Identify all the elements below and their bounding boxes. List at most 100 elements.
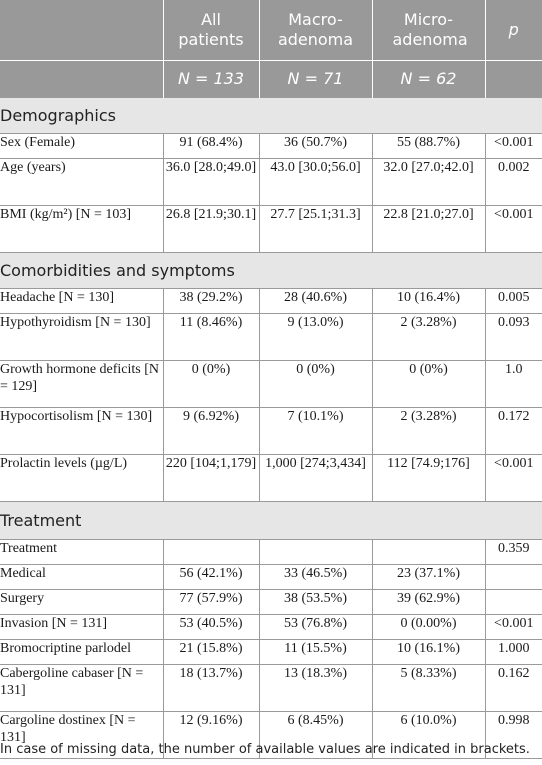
cell-p-value: 1.000 xyxy=(484,638,542,665)
table-row: Age (years) 36.0 [28.0;49.0] 43.0 [30.0;56… xyxy=(0,157,542,206)
row-label: Invasion [N = 131] xyxy=(0,613,164,640)
cell-macro-adenoma: 1,000 [274;3,434] xyxy=(258,453,373,502)
table-row: Invasion [N = 131] 53 (40.5%) 53 (76.8%) 0 … xyxy=(0,613,542,640)
cell-micro-adenoma: 0 (0%) xyxy=(371,359,486,408)
cell-p-value: 0.172 xyxy=(484,406,542,455)
row-label: Medical xyxy=(0,563,164,590)
count-p-value xyxy=(485,59,542,97)
cell-macro-adenoma: 53 (76.8%) xyxy=(258,613,373,640)
cell-all-patients: 53 (40.5%) xyxy=(162,613,260,640)
cell-micro-adenoma: 2 (3.28%) xyxy=(371,406,486,455)
cell-p-value: <0.001 xyxy=(484,453,542,502)
count-header-label xyxy=(0,59,164,97)
table-row: Cabergoline cabaser [N = 131] 18 (13.7%) 1… xyxy=(0,663,542,712)
column-header-all-patients: All patients xyxy=(163,0,260,60)
row-label: Surgery xyxy=(0,588,164,615)
cell-micro-adenoma: 5 (8.33%) xyxy=(371,663,486,712)
cell-p-value: 1.0 xyxy=(484,359,542,408)
section-title: Treatment xyxy=(0,500,542,540)
cell-macro-adenoma: 28 (40.6%) xyxy=(258,287,373,314)
section-title: Comorbidities and symptoms xyxy=(0,251,542,289)
cell-all-patients: 36.0 [28.0;49.0] xyxy=(162,157,260,206)
cell-micro-adenoma: 55 (88.7%) xyxy=(371,132,486,159)
cell-all-patients: 21 (15.8%) xyxy=(162,638,260,665)
cell-p-value: <0.001 xyxy=(484,132,542,159)
cell-micro-adenoma: 10 (16.1%) xyxy=(371,638,486,665)
section-title: Demographics xyxy=(0,96,542,134)
cell-macro-adenoma: 13 (18.3%) xyxy=(258,663,373,712)
cell-all-patients: 220 [104;1,179] xyxy=(162,453,260,502)
table-row: Hypothyroidism [N = 130] 11 (8.46%) 9 (13.… xyxy=(0,312,542,361)
cell-all-patients: 12 (9.16%) xyxy=(162,710,260,759)
table-row: BMI (kg/m²) [N = 103] 26.8 [21.9;30.1] 27.… xyxy=(0,204,542,253)
row-label: Growth hormone deficits [N = 129] xyxy=(0,359,164,408)
cell-p-value xyxy=(484,588,542,615)
cell-micro-adenoma: 23 (37.1%) xyxy=(371,563,486,590)
cell-micro-adenoma: 39 (62.9%) xyxy=(371,588,486,615)
count-micro-adenoma: N = 62 xyxy=(372,59,486,97)
row-label: Age (years) xyxy=(0,157,164,206)
row-label: Treatment xyxy=(0,538,164,565)
row-label: Prolactin levels (µg/L) xyxy=(0,453,164,502)
cell-all-patients: 9 (6.92%) xyxy=(162,406,260,455)
cell-p-value: 0.162 xyxy=(484,663,542,712)
cell-macro-adenoma: 9 (13.0%) xyxy=(258,312,373,361)
cell-p-value: 0.359 xyxy=(484,538,542,565)
cell-micro-adenoma: 6 (10.0%) xyxy=(371,710,486,759)
table-row: Headache [N = 130] 38 (29.2%) 28 (40.6%) 10… xyxy=(0,287,542,314)
cell-macro-adenoma: 27.7 [25.1;31.3] xyxy=(258,204,373,253)
cell-all-patients: 77 (57.9%) xyxy=(162,588,260,615)
cell-macro-adenoma: 38 (53.5%) xyxy=(258,588,373,615)
cell-micro-adenoma: 0 (0.00%) xyxy=(371,613,486,640)
cell-p-value: 0.005 xyxy=(484,287,542,314)
row-label: Hypocortisolism [N = 130] xyxy=(0,406,164,455)
cell-all-patients: 0 (0%) xyxy=(162,359,260,408)
table-body: Demographics Sex (Female) 91 (68.4%) 36 (50… xyxy=(0,96,542,759)
cell-macro-adenoma xyxy=(258,538,373,565)
cell-macro-adenoma: 11 (15.5%) xyxy=(258,638,373,665)
section-header-row: Comorbidities and symptoms xyxy=(0,251,542,289)
column-header-p-value: p xyxy=(485,0,542,60)
cell-macro-adenoma: 43.0 [30.0;56.0] xyxy=(258,157,373,206)
cell-p-value: 0.002 xyxy=(484,157,542,206)
table-row: Medical 56 (42.1%) 33 (46.5%) 23 (37.1%) xyxy=(0,563,542,590)
section-header-row: Treatment xyxy=(0,500,542,540)
cell-all-patients: 38 (29.2%) xyxy=(162,287,260,314)
cell-macro-adenoma: 0 (0%) xyxy=(258,359,373,408)
row-label: Cargoline dostinex [N = 131] xyxy=(0,710,164,759)
cell-micro-adenoma xyxy=(371,538,486,565)
header-count-row: N = 133 N = 71 N = 62 xyxy=(0,59,542,97)
row-label: BMI (kg/m²) [N = 103] xyxy=(0,204,164,253)
header-row: All patients Macro-adenoma Micro-adenoma… xyxy=(0,0,542,60)
table-row: Growth hormone deficits [N = 129] 0 (0%) 0… xyxy=(0,359,542,408)
table-row: Sex (Female) 91 (68.4%) 36 (50.7%) 55 (88.7… xyxy=(0,132,542,159)
cell-all-patients: 91 (68.4%) xyxy=(162,132,260,159)
cell-micro-adenoma: 32.0 [27.0;42.0] xyxy=(371,157,486,206)
cell-micro-adenoma: 2 (3.28%) xyxy=(371,312,486,361)
table-row: Surgery 77 (57.9%) 38 (53.5%) 39 (62.9%) xyxy=(0,588,542,615)
table-row: Hypocortisolism [N = 130] 9 (6.92%) 7 (10.… xyxy=(0,406,542,455)
table-row: Treatment 0.359 xyxy=(0,538,542,565)
cell-macro-adenoma: 7 (10.1%) xyxy=(258,406,373,455)
cell-macro-adenoma: 33 (46.5%) xyxy=(258,563,373,590)
row-label: Cabergoline cabaser [N = 131] xyxy=(0,663,164,712)
column-header-label xyxy=(0,0,164,60)
cell-all-patients xyxy=(162,538,260,565)
row-label: Hypothyroidism [N = 130] xyxy=(0,312,164,361)
row-label: Sex (Female) xyxy=(0,132,164,159)
cell-p-value xyxy=(484,563,542,590)
table-row: Cargoline dostinex [N = 131] 12 (9.16%) 6 … xyxy=(0,710,542,759)
cell-all-patients: 18 (13.7%) xyxy=(162,663,260,712)
cell-all-patients: 56 (42.1%) xyxy=(162,563,260,590)
cell-macro-adenoma: 36 (50.7%) xyxy=(258,132,373,159)
count-macro-adenoma: N = 71 xyxy=(259,59,373,97)
cell-micro-adenoma: 22.8 [21.0;27.0] xyxy=(371,204,486,253)
table-row: Prolactin levels (µg/L) 220 [104;1,179] 1,… xyxy=(0,453,542,502)
section-header-row: Demographics xyxy=(0,96,542,134)
cell-p-value: <0.001 xyxy=(484,204,542,253)
row-label: Headache [N = 130] xyxy=(0,287,164,314)
cell-all-patients: 11 (8.46%) xyxy=(162,312,260,361)
row-label: Bromocriptine parlodel xyxy=(0,638,164,665)
cell-micro-adenoma: 10 (16.4%) xyxy=(371,287,486,314)
